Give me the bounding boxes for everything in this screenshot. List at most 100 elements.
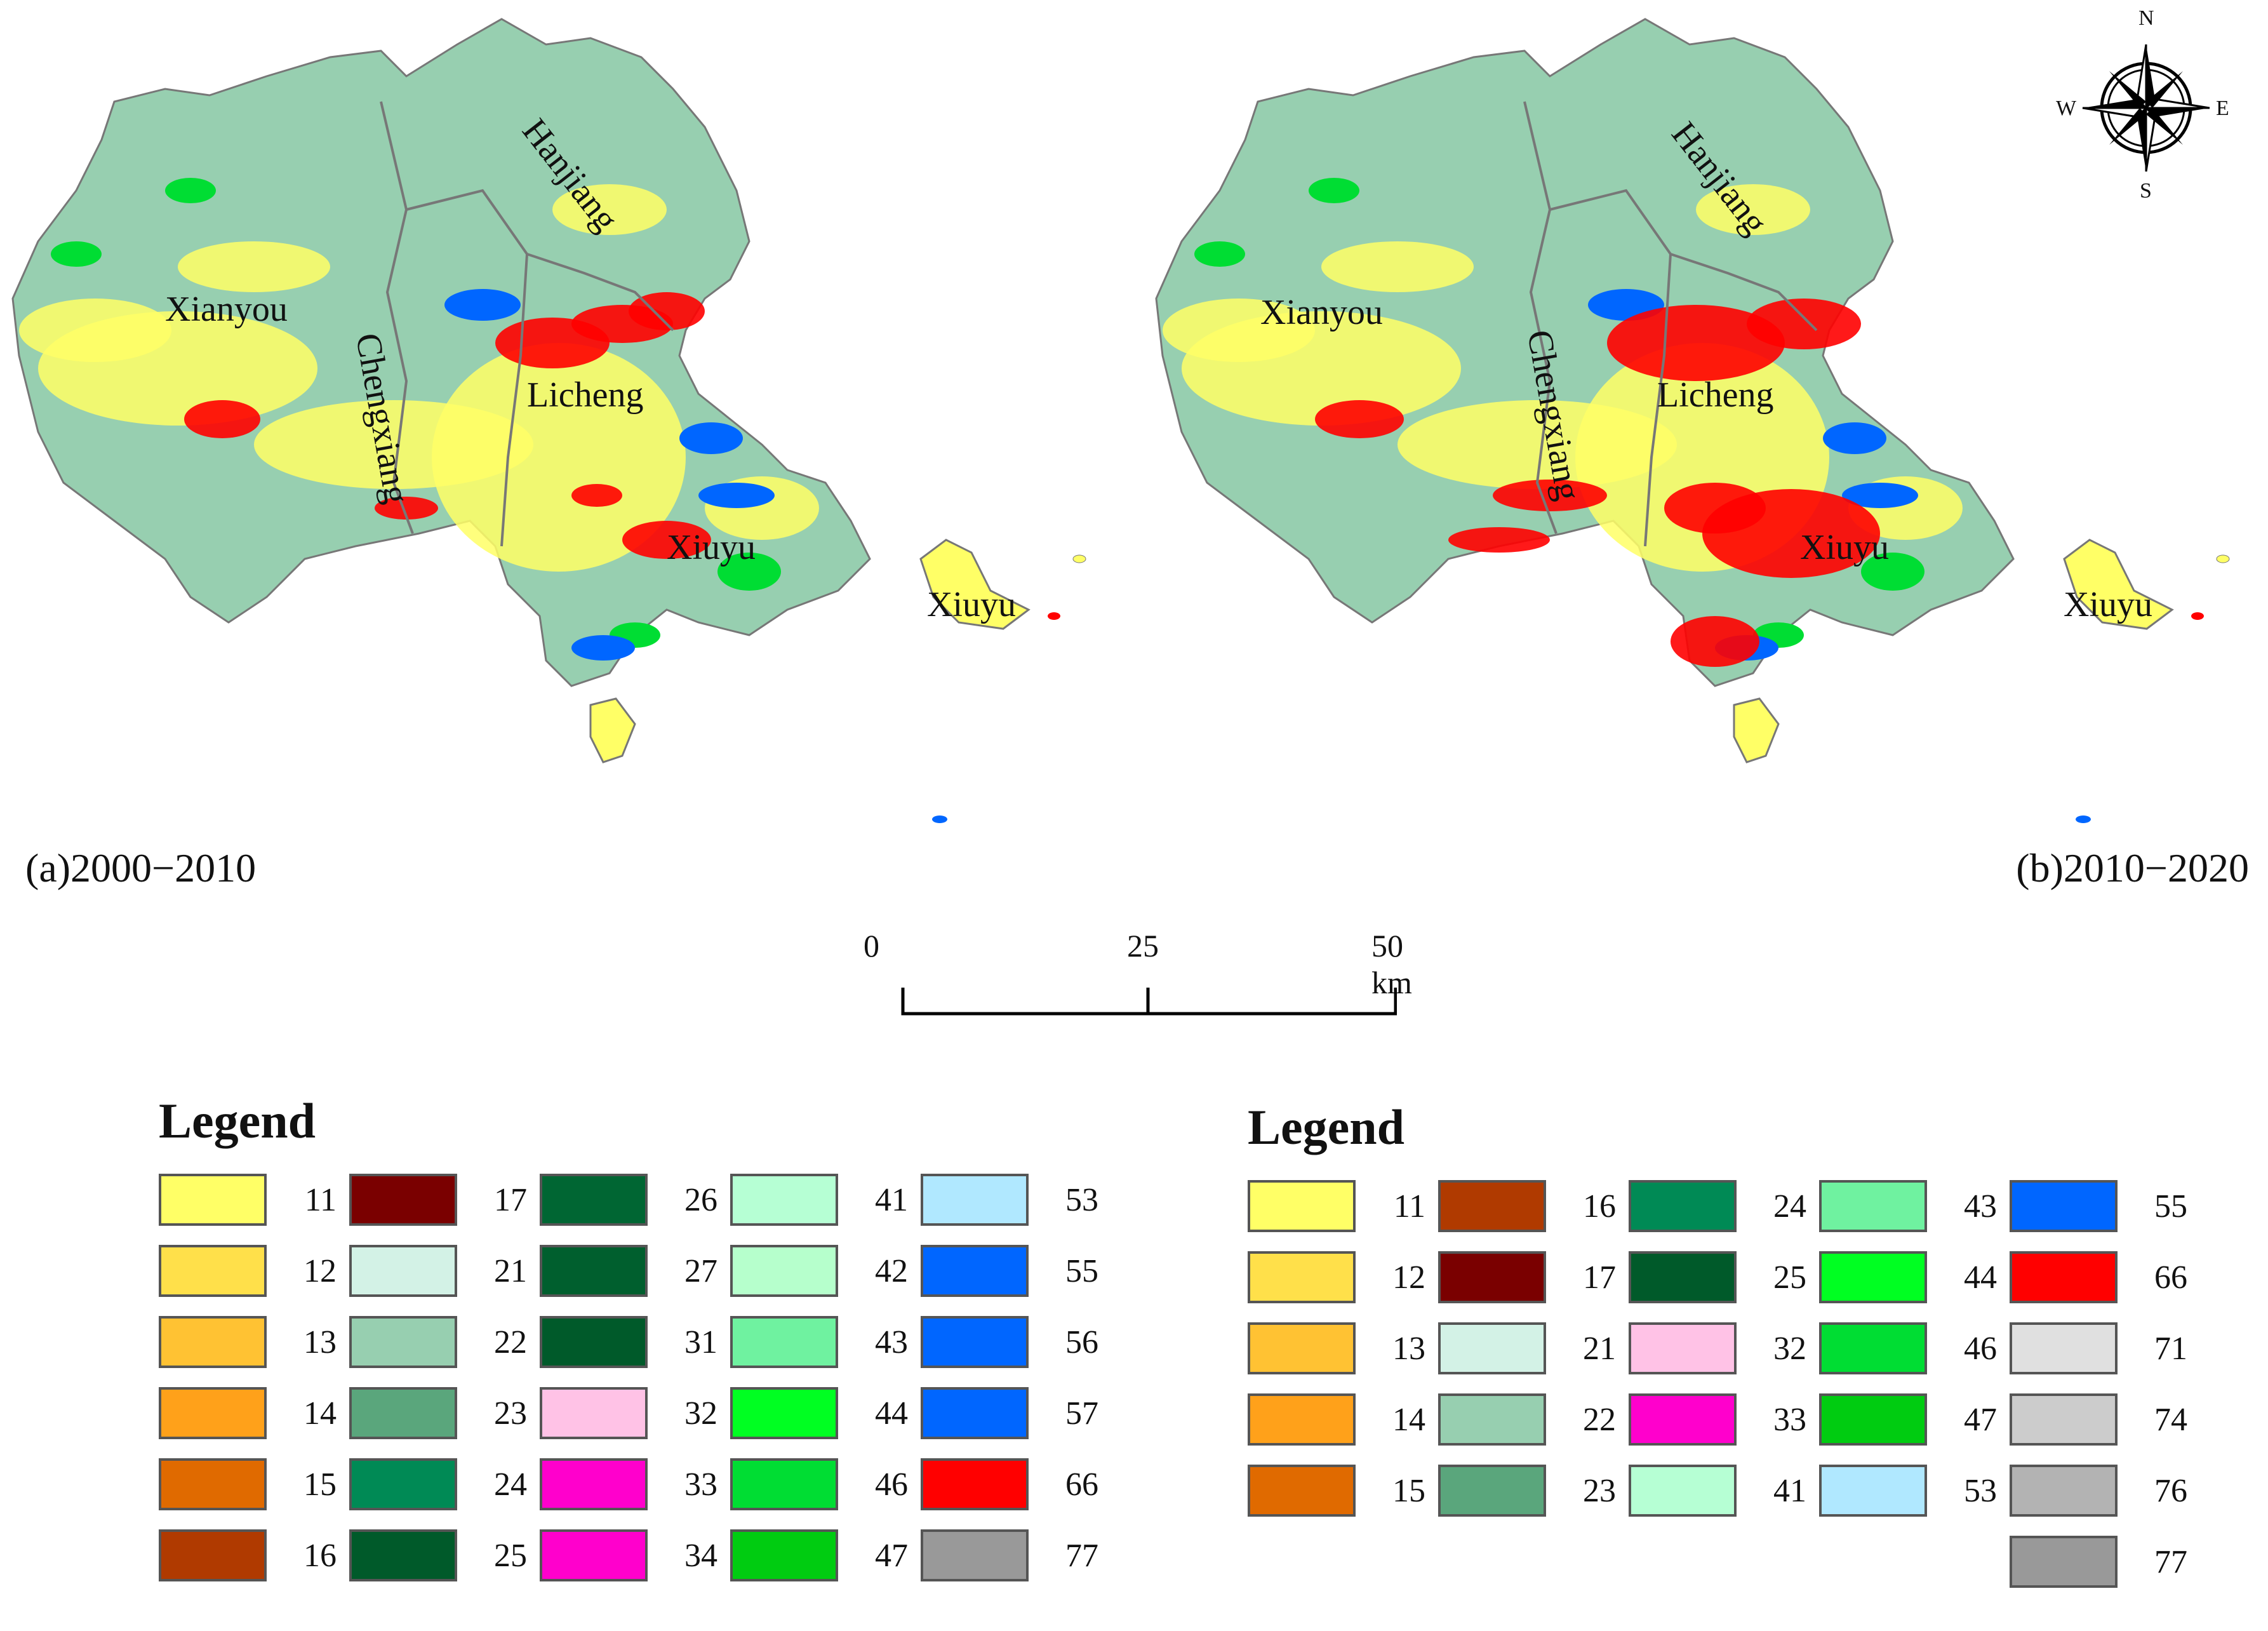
legend-item: 56: [921, 1316, 1098, 1368]
legend-swatch: [1819, 1465, 1927, 1517]
urban-patch: [571, 484, 622, 507]
cropland-patch: [432, 343, 686, 572]
legend-code: 46: [875, 1466, 908, 1503]
legend-swatch: [1629, 1251, 1737, 1303]
green-patch: [717, 553, 781, 591]
cropland-patch: [1696, 184, 1810, 235]
legend-item: 53: [1819, 1465, 1997, 1517]
legend-swatch: [1629, 1180, 1737, 1232]
compass-n: N: [2138, 6, 2154, 30]
legend-code: 14: [1392, 1401, 1425, 1438]
legend-swatch: [349, 1316, 457, 1368]
legend-code: 12: [1392, 1259, 1425, 1296]
urban-patch: [375, 497, 438, 520]
urban-patch: [1671, 616, 1759, 667]
legend-swatch: [1248, 1322, 1356, 1374]
legend-item: 76: [2010, 1465, 2187, 1517]
place-label-xiuyu-main: Xiuyu: [1800, 528, 1889, 567]
legend-item: 12: [1248, 1251, 1425, 1303]
scale-label-25: 25: [1127, 928, 1159, 963]
legend-item: 11: [159, 1174, 337, 1226]
legend-item: 21: [349, 1245, 527, 1297]
legend-code: 33: [684, 1466, 717, 1503]
green-patch: [1309, 178, 1359, 203]
legend-item: 32: [1629, 1322, 1806, 1374]
legend-code: 12: [304, 1252, 337, 1289]
land-use-map-b: [1155, 18, 2230, 823]
legend-swatch: [1438, 1465, 1546, 1517]
legend-b: Legend 11 12 13 14 15 16 17 21 22 23 24 25 32 33 41 43 4…: [1248, 1099, 2187, 1588]
legend-code: 24: [1773, 1188, 1806, 1225]
legend-code: 53: [1065, 1181, 1098, 1218]
legend-code: 23: [494, 1395, 527, 1432]
green-patch: [165, 178, 216, 203]
legend-code: 31: [684, 1324, 717, 1360]
cropland-patch: [19, 299, 171, 362]
legend-item: 11: [1248, 1180, 1425, 1232]
legend-code: 56: [1065, 1324, 1098, 1360]
legend-swatch: [1438, 1393, 1546, 1446]
legend-item: 16: [1438, 1180, 1616, 1232]
legend-code: 32: [684, 1395, 717, 1432]
legend-item: 14: [159, 1387, 337, 1439]
legend-swatch: [730, 1458, 838, 1510]
legend-swatch: [1629, 1322, 1737, 1374]
island-shape: [1733, 697, 1780, 763]
legend-code: 22: [494, 1324, 527, 1360]
legend-swatch: [159, 1316, 267, 1368]
urban-patch: [1493, 480, 1607, 511]
legend-code: 55: [1065, 1252, 1098, 1289]
island-shape: [2063, 539, 2174, 630]
place-label-xiuyu-island: Xiuyu: [927, 585, 1016, 624]
legend-item: 15: [1248, 1465, 1425, 1517]
legend-code: 16: [1583, 1188, 1616, 1225]
legend-code: 11: [1393, 1188, 1425, 1225]
legend-title: Legend: [1248, 1099, 1405, 1155]
legend-swatch: [349, 1529, 457, 1581]
legend-swatch: [730, 1529, 838, 1581]
legend-item: 32: [540, 1387, 717, 1439]
legend-item: 17: [1438, 1251, 1616, 1303]
legend-swatch: [1248, 1393, 1356, 1446]
cropland-patch: [1163, 299, 1315, 362]
legend-swatch: [2010, 1251, 2118, 1303]
place-label-licheng: Licheng: [527, 375, 644, 415]
legend-item: 31: [540, 1316, 717, 1368]
green-patch: [51, 241, 102, 267]
water-patch: [1823, 422, 1886, 454]
legend-code: 32: [1773, 1330, 1806, 1367]
legend-code: 44: [875, 1395, 908, 1432]
legend-item: 53: [921, 1174, 1098, 1226]
land-use-map-a: [11, 18, 1086, 823]
legend-swatch: [1819, 1322, 1927, 1374]
legend-grid: 11 12 13 14 15 16 17 21 22 23 24 25 32 33 41 43 44 46 47 53…: [1248, 1180, 2187, 1588]
legend-swatch: [1819, 1251, 1927, 1303]
legend-item: 55: [2010, 1180, 2187, 1232]
legend-swatch: [349, 1174, 457, 1226]
legend-swatch: [540, 1245, 648, 1297]
legend-code: 74: [2154, 1401, 2187, 1438]
legend-swatch: [1438, 1322, 1546, 1374]
legend-swatch: [921, 1174, 1029, 1226]
legend-item: 44: [1819, 1251, 1997, 1303]
legend-swatch: [159, 1174, 267, 1226]
scale-bar: 0 25 50 km: [864, 927, 1412, 1029]
legend-swatch: [349, 1245, 457, 1297]
legend-swatch: [540, 1458, 648, 1510]
compass-w: W: [2056, 97, 2077, 120]
legend-item: 44: [730, 1387, 908, 1439]
scale-bar-line: [901, 988, 1397, 1016]
legend-swatch: [730, 1245, 838, 1297]
legend-item: 74: [2010, 1393, 2187, 1446]
scale-label-50: 50 km: [1371, 928, 1412, 1000]
legend-swatch: [921, 1529, 1029, 1581]
legend-code: 22: [1583, 1401, 1616, 1438]
legend-swatch: [540, 1174, 648, 1226]
legend-swatch: [730, 1387, 838, 1439]
islet-shape: [2076, 816, 2091, 823]
legend-swatch: [1819, 1180, 1927, 1232]
legend-item: 26: [540, 1174, 717, 1226]
legend-code: 41: [1773, 1472, 1806, 1509]
legend-item: 57: [921, 1387, 1098, 1439]
legend-code: 47: [1964, 1401, 1997, 1438]
